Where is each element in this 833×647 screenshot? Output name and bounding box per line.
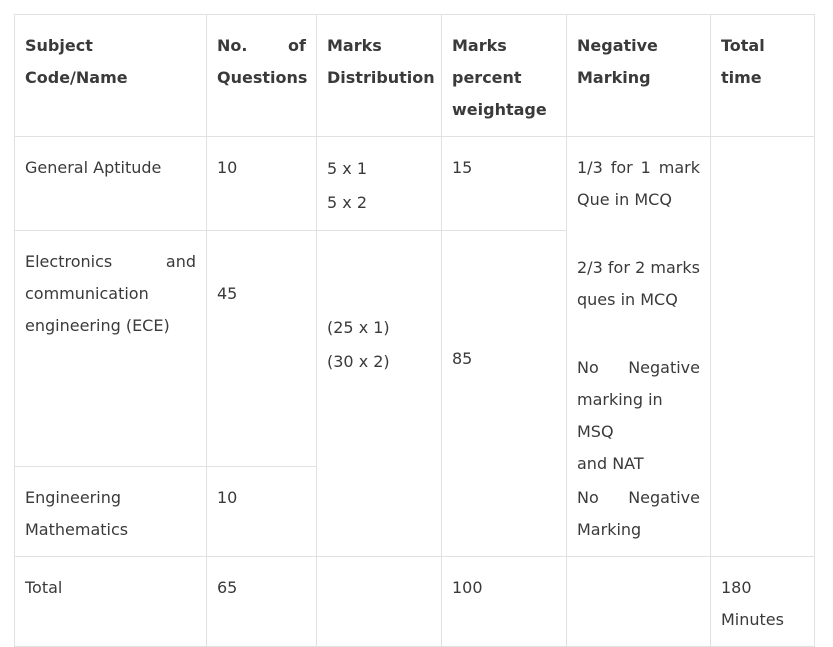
cell-subject: Engineering Mathematics: [14, 466, 207, 557]
cell-distribution: 5 x 1 5 x 2: [316, 136, 442, 231]
exam-pattern-table: Subject Code/Name No. of Questions Marks …: [14, 14, 815, 647]
cell-weightage: 85: [441, 230, 567, 557]
cell-total-time: 180 Minutes: [710, 556, 815, 647]
header-subject: Subject Code/Name: [14, 14, 207, 137]
cell-weightage: 15: [441, 136, 567, 231]
header-total-time: Total time: [710, 14, 815, 137]
cell-questions: 45: [206, 230, 317, 467]
cell-weightage: 100: [441, 556, 567, 647]
header-marks-weightage: Marks percent weightage: [441, 14, 567, 137]
table-row: Electronics and communication engineering…: [14, 230, 815, 557]
header-questions: No. of Questions: [206, 14, 317, 137]
table-row: Total 65 100 180 Minutes: [14, 556, 815, 647]
cell-distribution: (25 x 1) (30 x 2): [316, 230, 442, 557]
cell-questions: 10: [206, 136, 317, 231]
cell-total-time: [710, 136, 815, 557]
cell-subject: Total: [14, 556, 207, 647]
cell-distribution: [316, 556, 442, 647]
cell-questions: 65: [206, 556, 317, 647]
cell-negative-marking: [566, 556, 711, 647]
cell-negative-marking: 1/3 for 1 mark Que in MCQ 2/3 for 2 marks ques…: [566, 136, 711, 557]
table-row: Engineering Mathematics 10: [14, 466, 815, 557]
header-marks-distribution: Marks Distribution: [316, 14, 442, 137]
header-row: Subject Code/Name No. of Questions Marks …: [14, 14, 815, 137]
header-negative-marking: Negative Marking: [566, 14, 711, 137]
table-row: General Aptitude 10 5 x 1 5 x 2 15 1/3 fo…: [14, 136, 815, 557]
cell-questions: 10: [206, 466, 317, 557]
cell-subject: Electronics and communication engineering…: [14, 230, 207, 467]
cell-subject: General Aptitude: [14, 136, 207, 231]
